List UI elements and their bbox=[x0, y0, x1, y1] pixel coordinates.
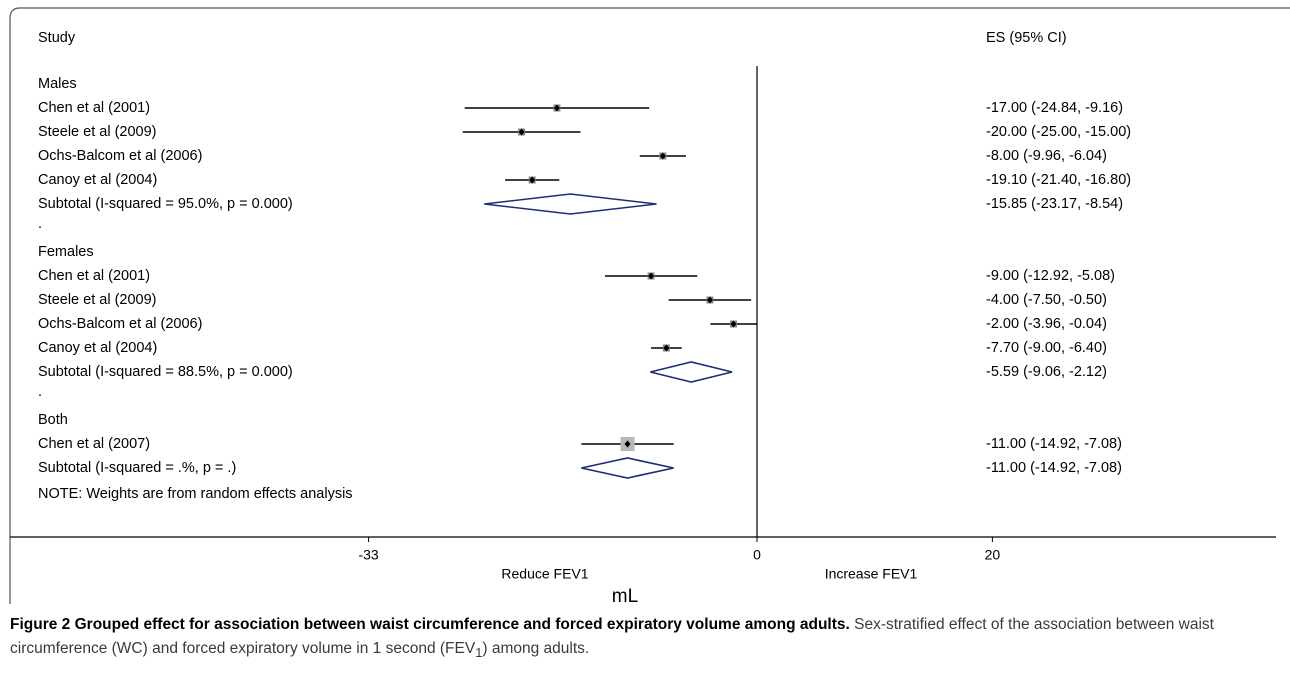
group-separator: . bbox=[38, 216, 42, 232]
point-estimate bbox=[648, 272, 655, 280]
weights-note: NOTE: Weights are from random effects an… bbox=[38, 486, 353, 502]
study-label: Chen et al (2001) bbox=[38, 268, 150, 284]
point-estimate bbox=[659, 152, 666, 160]
group-separator: . bbox=[38, 384, 42, 400]
caption-body: Sex-stratified effect of the association… bbox=[10, 616, 1214, 657]
figure-title: Grouped effect for association between w… bbox=[74, 616, 850, 633]
x-tick-label: 20 bbox=[985, 547, 1001, 563]
study-label: Chen et al (2007) bbox=[38, 436, 150, 452]
caption-body-end: ) among adults. bbox=[482, 640, 590, 657]
group-label: Males bbox=[38, 76, 77, 92]
study-label: Steele et al (2009) bbox=[38, 124, 157, 140]
subtotal-label: Subtotal (I-squared = 88.5%, p = 0.000) bbox=[38, 364, 293, 380]
pooled-diamond bbox=[581, 457, 674, 479]
study-label: Ochs-Balcom et al (2006) bbox=[38, 316, 202, 332]
header-study: Study bbox=[38, 30, 76, 46]
pooled-diamond bbox=[484, 193, 657, 215]
study-label: Chen et al (2001) bbox=[38, 100, 150, 116]
study-estimate-text: -20.00 (-25.00, -15.00) bbox=[986, 124, 1131, 140]
point-estimate bbox=[518, 128, 525, 136]
subtotal-estimate-text: -11.00 (-14.92, -7.08) bbox=[986, 460, 1122, 476]
figure-caption: Figure 2 Grouped effect for association … bbox=[10, 613, 1278, 665]
x-axis-title: mL bbox=[612, 586, 638, 607]
x-tick-label: -33 bbox=[358, 547, 378, 563]
point-estimate bbox=[730, 320, 737, 328]
pooled-diamond bbox=[650, 361, 733, 383]
forest-plot: Study ES (95% CI) Males Chen et al (2001) -1… bbox=[10, 30, 1276, 607]
study-estimate-text: -9.00 (-12.92, -5.08) bbox=[986, 268, 1115, 284]
subtotal-label: Subtotal (I-squared = 95.0%, p = 0.000) bbox=[38, 196, 293, 212]
study-label: Steele et al (2009) bbox=[38, 292, 157, 308]
caption-subscript: 1 bbox=[475, 645, 483, 661]
point-estimate bbox=[663, 344, 670, 352]
study-estimate-text: -19.10 (-21.40, -16.80) bbox=[986, 172, 1131, 188]
point-estimate bbox=[529, 176, 536, 184]
figure-label: Figure 2 bbox=[10, 616, 71, 633]
study-estimate-text: -17.00 (-24.84, -9.16) bbox=[986, 100, 1123, 116]
study-estimate-text: -11.00 (-14.92, -7.08) bbox=[986, 436, 1122, 452]
point-estimate bbox=[706, 296, 713, 304]
header-es: ES (95% CI) bbox=[986, 30, 1067, 46]
study-estimate-text: -8.00 (-9.96, -6.04) bbox=[986, 148, 1107, 164]
reduce-direction-label: Reduce FEV1 bbox=[501, 566, 588, 582]
study-estimate-text: -7.70 (-9.00, -6.40) bbox=[986, 340, 1107, 356]
point-estimate bbox=[553, 104, 560, 112]
point-estimate bbox=[624, 440, 631, 448]
group-label: Females bbox=[38, 244, 94, 260]
study-estimate-text: -2.00 (-3.96, -0.04) bbox=[986, 316, 1107, 332]
study-label: Canoy et al (2004) bbox=[38, 340, 157, 356]
subtotal-estimate-text: -5.59 (-9.06, -2.12) bbox=[986, 364, 1107, 380]
x-tick-label: 0 bbox=[753, 547, 761, 563]
increase-direction-label: Increase FEV1 bbox=[825, 566, 918, 582]
study-estimate-text: -4.00 (-7.50, -0.50) bbox=[986, 292, 1107, 308]
subtotal-estimate-text: -15.85 (-23.17, -8.54) bbox=[986, 196, 1123, 212]
study-label: Ochs-Balcom et al (2006) bbox=[38, 148, 202, 164]
subtotal-label: Subtotal (I-squared = .%, p = .) bbox=[38, 460, 236, 476]
group-label: Both bbox=[38, 412, 68, 428]
study-label: Canoy et al (2004) bbox=[38, 172, 157, 188]
